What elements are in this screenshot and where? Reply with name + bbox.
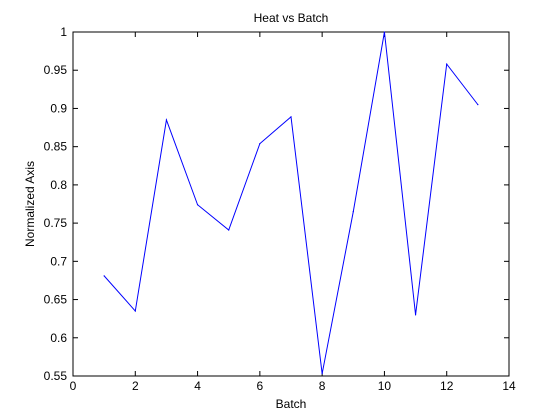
y-tick-label: 0.8 [50,178,67,192]
x-tick-label: 12 [440,379,454,393]
y-tick-label: 0.65 [44,293,68,307]
axis-ticks: 0 2 4 6 8 10 12 14 0.55 0.6 0.65 0.7 0.75 0.8 0.85 0.9 0… [44,25,516,393]
data-point [321,373,323,375]
y-tick-label: 0.95 [44,63,68,77]
chart-title: Heat vs Batch [254,11,329,25]
data-point [259,143,261,145]
data-point [352,211,354,213]
data-point [446,63,448,65]
x-tick-label: 14 [502,379,516,393]
x-tick-label: 0 [70,379,77,393]
y-tick-label: 0.55 [44,369,68,383]
data-point [383,31,386,33]
y-tick-label: 1 [60,25,67,39]
x-tick-label: 10 [378,379,392,393]
x-tick-label: 2 [132,379,139,393]
y-tick-label: 0.85 [44,140,68,154]
x-tick-label: 4 [194,379,201,393]
data-series [103,31,479,375]
data-point [414,314,417,316]
y-axis-label: Normalized Axis [23,161,37,247]
data-point [228,229,230,231]
y-tick-label: 0.7 [50,254,67,268]
y-tick-label: 0.6 [50,331,67,345]
x-tick-label: 6 [257,379,264,393]
x-axis-label: Batch [276,397,307,411]
data-point [477,104,479,106]
y-tick-label: 0.9 [50,101,67,115]
y-tick-label: 0.75 [44,216,68,230]
x-tick-label: 8 [319,379,326,393]
data-point [290,116,292,118]
plot-area [72,31,510,377]
data-point [196,204,199,206]
data-point [103,275,105,277]
data-point [134,310,136,312]
data-point [165,119,168,121]
